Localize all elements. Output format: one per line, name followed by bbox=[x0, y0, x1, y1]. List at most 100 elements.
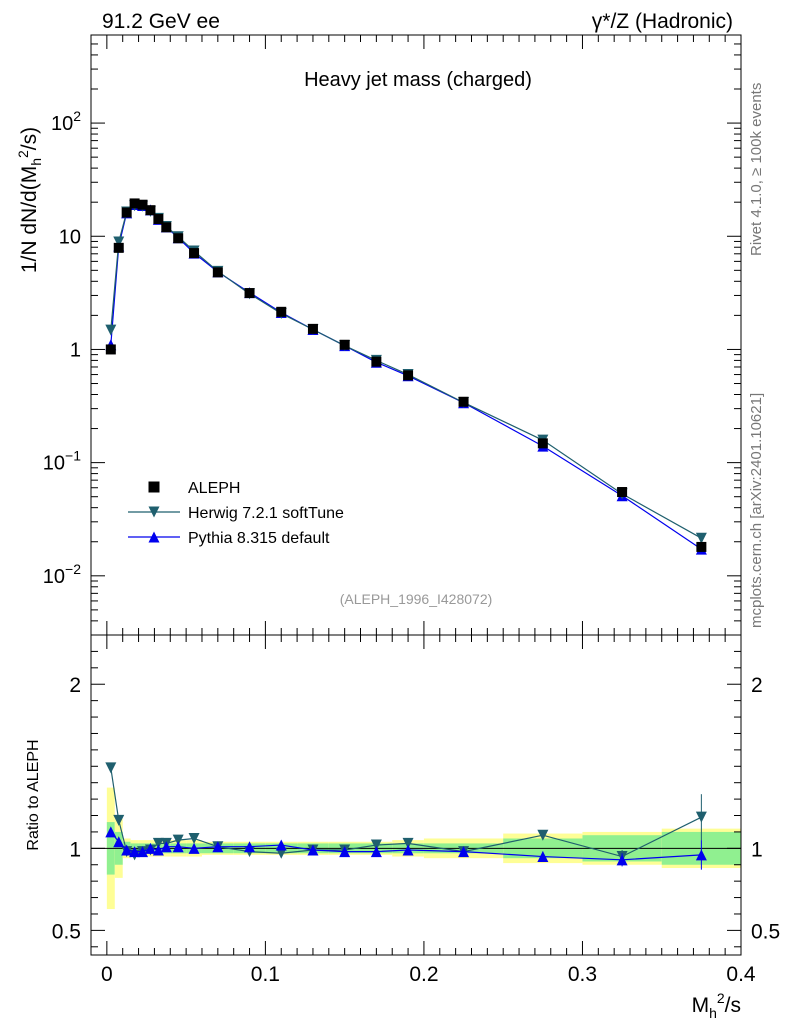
legend-label: Pythia 8.315 default bbox=[188, 530, 330, 547]
ratio-y-tick-label-right: 2 bbox=[751, 674, 763, 697]
ratio-point bbox=[695, 811, 707, 823]
x-axis-label: Mh2/s bbox=[692, 990, 741, 1021]
ratio-point bbox=[129, 846, 141, 858]
y-tick-label: 10−1 bbox=[43, 448, 81, 475]
legend: ALEPH Herwig 7.2.1 softTune Pythia 8.315 d… bbox=[128, 480, 344, 547]
data-point bbox=[113, 236, 125, 248]
ratio-point bbox=[537, 829, 549, 841]
data-point bbox=[276, 306, 287, 317]
ratio-y-axis-label: Ratio to ALEPH bbox=[25, 739, 42, 850]
ratio-point bbox=[160, 841, 172, 853]
ratio-point bbox=[105, 762, 117, 774]
y-tick-base: 10 bbox=[43, 566, 65, 588]
data-point bbox=[137, 199, 148, 210]
ratio-point bbox=[339, 846, 351, 858]
ratio-point bbox=[370, 839, 382, 851]
ratio-point bbox=[152, 837, 164, 849]
ratio-point bbox=[172, 841, 184, 853]
main-y-axis-label: 1/N dN/d(Mh2/s) bbox=[15, 127, 44, 273]
y-tick-base: 10 bbox=[43, 453, 65, 475]
ratio-y-tick-label: 0.5 bbox=[52, 920, 81, 943]
y-tick-label: 10 bbox=[59, 226, 81, 248]
data-point bbox=[105, 324, 117, 336]
legend-marker bbox=[148, 506, 160, 518]
data-point bbox=[339, 339, 350, 350]
data-point bbox=[371, 356, 382, 367]
x-tick-label: 0 bbox=[101, 963, 113, 986]
header-process-label: γ*/Z (Hadronic) bbox=[592, 10, 733, 33]
data-point bbox=[695, 532, 707, 544]
ratio-point bbox=[105, 826, 117, 838]
legend-label: Herwig 7.2.1 softTune bbox=[188, 505, 344, 522]
dataset-watermark: (ALEPH_1996_I428072) bbox=[340, 591, 493, 607]
y-tick-exponent: 2 bbox=[73, 108, 81, 124]
ratio-point bbox=[695, 849, 707, 861]
data-point bbox=[212, 267, 223, 278]
ratio-point bbox=[113, 836, 125, 848]
ratio-point bbox=[152, 844, 164, 856]
ratio-y-tick-label: 2 bbox=[69, 674, 81, 697]
x-tick-label: 0.2 bbox=[409, 963, 438, 986]
ratio-point bbox=[537, 851, 549, 863]
data-point bbox=[189, 248, 200, 259]
ratio-point bbox=[370, 846, 382, 858]
ratio-point bbox=[121, 844, 133, 856]
y-tick-label: 10−2 bbox=[43, 561, 81, 588]
ratio-point bbox=[402, 844, 414, 856]
data-point bbox=[617, 487, 628, 498]
y-tick-exponent: −2 bbox=[65, 561, 81, 577]
ratio-point bbox=[188, 832, 200, 844]
y-tick-label: 102 bbox=[51, 108, 81, 135]
data-point bbox=[307, 323, 318, 334]
ratio-series-pythia bbox=[105, 826, 707, 870]
legend-label: ALEPH bbox=[188, 480, 240, 497]
data-point bbox=[537, 438, 548, 449]
y-tick-exponent: −1 bbox=[65, 448, 81, 464]
x-tick-label: 0.3 bbox=[568, 963, 597, 986]
data-point bbox=[244, 288, 255, 299]
data-point bbox=[173, 233, 184, 244]
y-tick-base: 1 bbox=[70, 339, 81, 361]
legend-marker bbox=[148, 481, 160, 493]
main-panel: Heavy jet mass (charged) (ALEPH_1996_I42… bbox=[15, 34, 742, 636]
y-tick-base: 10 bbox=[51, 113, 73, 135]
mcplots-label: mcplots.cern.ch [arXiv:2401.10621] bbox=[748, 393, 765, 628]
x-tick-label: 0.1 bbox=[251, 963, 280, 986]
ratio-point bbox=[307, 844, 319, 856]
ratio-y-tick-label-right: 1 bbox=[751, 838, 763, 861]
data-point bbox=[403, 370, 414, 381]
data-point bbox=[129, 198, 140, 209]
ratio-y-tick-label-right: 0.5 bbox=[751, 920, 780, 943]
ratio-point bbox=[402, 837, 414, 849]
data-point bbox=[696, 541, 707, 552]
data-point bbox=[161, 222, 172, 233]
header-energy-label: 91.2 GeV ee bbox=[102, 10, 220, 33]
data-point bbox=[458, 396, 469, 407]
ratio-point bbox=[212, 841, 224, 853]
ratio-y-tick-label: 1 bbox=[69, 838, 81, 861]
ratio-point bbox=[244, 841, 256, 853]
data-point bbox=[113, 242, 124, 253]
ratio-point bbox=[275, 839, 287, 851]
legend-marker bbox=[148, 531, 160, 543]
ratio-frame bbox=[90, 634, 742, 956]
ratio-point bbox=[172, 834, 184, 846]
data-point bbox=[153, 214, 164, 225]
y-tick-base: 10 bbox=[59, 226, 81, 248]
x-tick-label: 0.4 bbox=[726, 963, 756, 986]
data-point bbox=[145, 205, 156, 216]
data-point bbox=[121, 207, 132, 218]
ratio-point bbox=[137, 846, 149, 858]
ratio-point bbox=[144, 842, 156, 854]
ratio-point bbox=[113, 814, 125, 826]
ratio-point bbox=[458, 846, 470, 858]
main-title: Heavy jet mass (charged) bbox=[304, 69, 532, 91]
data-point bbox=[105, 344, 116, 355]
series-aleph bbox=[105, 198, 707, 552]
ratio-panel: 0.5 0.5 1 1 2 2 0 0.1 0.2 0.3 0.4 Ratio to ALEPH M… bbox=[25, 634, 780, 1021]
ratio-point bbox=[616, 854, 628, 866]
ratio-point bbox=[188, 842, 200, 854]
y-tick-label: 1 bbox=[70, 339, 81, 361]
rivet-version-label: Rivet 4.1.0, ≥ 100k events bbox=[748, 83, 765, 256]
